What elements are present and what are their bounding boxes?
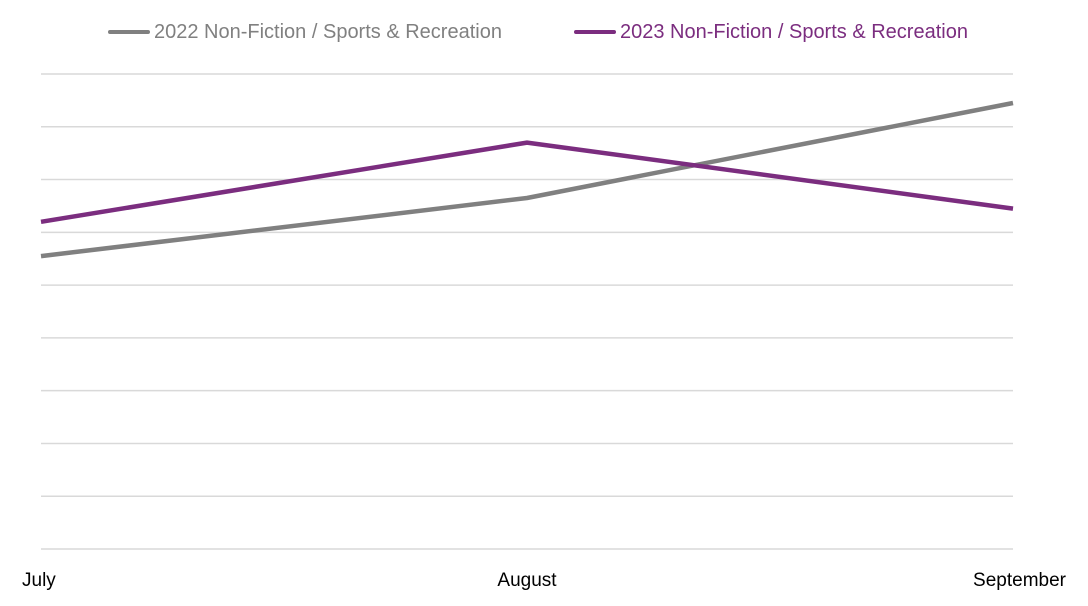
x-axis-ticks: July August September — [22, 570, 1067, 591]
series-line-1 — [40, 140, 1014, 225]
legend-swatch-2022 — [108, 30, 150, 34]
legend-label-2022: 2022 Non-Fiction / Sports & Recreation — [154, 21, 502, 43]
legend-label-2023: 2023 Non-Fiction / Sports & Recreation — [620, 21, 968, 43]
gridlines — [41, 73, 1013, 550]
series-points — [40, 102, 1014, 257]
legend-item-2023: 2023 Non-Fiction / Sports & Recreation — [574, 18, 968, 46]
x-tick-label: August — [497, 570, 557, 591]
legend-swatch-2023 — [574, 30, 616, 34]
x-tick-label: July — [22, 570, 56, 591]
legend-item-2022: 2022 Non-Fiction / Sports & Recreation — [108, 18, 502, 46]
chart-legend: 2022 Non-Fiction / Sports & Recreation 2… — [0, 18, 1088, 46]
x-tick-label: September — [973, 570, 1067, 591]
